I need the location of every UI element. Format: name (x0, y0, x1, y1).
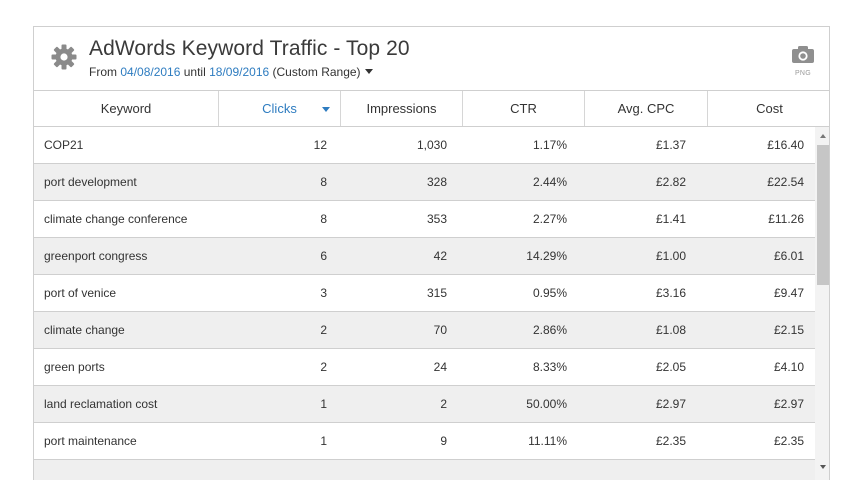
table-row: climate change 2 70 2.86% £1.08 £2.15 (34, 312, 815, 349)
table-row: port of venice 3 315 0.95% £3.16 £9.47 (34, 275, 815, 312)
impressions-cell: 353 (426, 212, 447, 226)
impressions-cell: 9 (440, 434, 447, 448)
keyword-cell: greenport congress (44, 249, 148, 263)
keyword-cell: land reclamation cost (44, 397, 158, 411)
cost-cell: £2.35 (773, 434, 804, 448)
impressions-cell: 328 (426, 175, 447, 189)
cost-cell: £2.97 (773, 397, 804, 411)
export-png-label: PNG (794, 70, 812, 77)
keyword-cell: climate change (44, 323, 125, 337)
clicks-cell: 3 (320, 286, 327, 300)
column-header-keyword[interactable]: Keyword (34, 91, 219, 126)
table-row: COP21 12 1,030 1.17% £1.37 £16.40 (34, 127, 815, 164)
keyword-cell: port development (44, 175, 137, 189)
cost-cell: £11.26 (768, 212, 804, 226)
table-row-partial (34, 460, 815, 480)
scroll-down-icon[interactable] (820, 465, 826, 469)
clicks-cell: 12 (313, 138, 327, 152)
column-header-impressions[interactable]: Impressions (341, 91, 463, 126)
camera-icon (792, 46, 814, 63)
cost-cell: £22.54 (767, 175, 804, 189)
avg-cpc-cell: £2.82 (655, 175, 686, 189)
clicks-cell: 2 (320, 360, 327, 374)
table-row: green ports 2 24 8.33% £2.05 £4.10 (34, 349, 815, 386)
gear-icon[interactable] (51, 44, 77, 70)
chevron-down-icon[interactable] (364, 69, 373, 74)
avg-cpc-cell: £2.35 (655, 434, 686, 448)
avg-cpc-cell: £1.41 (655, 212, 686, 226)
column-header-clicks-label: Clicks (262, 101, 297, 116)
start-date-link[interactable]: 04/08/2016 (120, 65, 181, 79)
ctr-cell: 8.33% (532, 360, 567, 374)
export-png-button[interactable]: PNG (789, 45, 817, 81)
keyword-cell: port maintenance (44, 434, 137, 448)
column-header-cost[interactable]: Cost (756, 101, 783, 116)
impressions-cell: 2 (440, 397, 447, 411)
avg-cpc-cell: £1.00 (655, 249, 686, 263)
ctr-cell: 1.17% (532, 138, 567, 152)
ctr-cell: 2.44% (532, 175, 567, 189)
column-header-avg-cpc[interactable]: Avg. CPC (585, 91, 708, 126)
date-range[interactable]: From 04/08/2016 until 18/09/2016 (Custom… (89, 65, 373, 79)
avg-cpc-cell: £1.08 (655, 323, 686, 337)
table-row: port development 8 328 2.44% £2.82 £22.5… (34, 164, 815, 201)
table-scrollbar[interactable] (815, 127, 829, 480)
keyword-traffic-widget: AdWords Keyword Traffic - Top 20 From 04… (33, 26, 830, 480)
end-date-link[interactable]: 18/09/2016 (209, 65, 270, 79)
table-row: land reclamation cost 1 2 50.00% £2.97 £… (34, 386, 815, 423)
ctr-cell: 11.11% (528, 434, 567, 448)
keyword-cell: green ports (44, 360, 105, 374)
cost-cell: £6.01 (773, 249, 804, 263)
column-header-ctr[interactable]: CTR (463, 91, 585, 126)
clicks-cell: 6 (320, 249, 327, 263)
clicks-cell: 8 (320, 212, 327, 226)
clicks-cell: 1 (320, 434, 327, 448)
ctr-cell: 2.27% (532, 212, 567, 226)
table-row: port maintenance 1 9 11.11% £2.35 £2.35 (34, 423, 815, 460)
widget-header: AdWords Keyword Traffic - Top 20 From 04… (34, 27, 829, 90)
avg-cpc-cell: £3.16 (655, 286, 686, 300)
scroll-up-icon[interactable] (820, 134, 826, 138)
clicks-cell: 1 (320, 397, 327, 411)
impressions-cell: 315 (426, 286, 447, 300)
table-header: Keyword Clicks Impressions CTR Avg. CPC … (34, 90, 829, 127)
scrollbar-thumb[interactable] (817, 145, 829, 285)
impressions-cell: 42 (433, 249, 447, 263)
cost-cell: £4.10 (773, 360, 804, 374)
cost-cell: £9.47 (773, 286, 804, 300)
column-header-clicks[interactable]: Clicks (219, 91, 341, 126)
table-row: greenport congress 6 42 14.29% £1.00 £6.… (34, 238, 815, 275)
widget-title: AdWords Keyword Traffic - Top 20 (89, 37, 410, 60)
avg-cpc-cell: £2.97 (655, 397, 686, 411)
ctr-cell: 2.86% (532, 323, 567, 337)
avg-cpc-cell: £1.37 (655, 138, 686, 152)
table-body[interactable]: COP21 12 1,030 1.17% £1.37 £16.40 port d… (34, 127, 815, 480)
impressions-cell: 1,030 (416, 138, 447, 152)
date-range-label: (Custom Range) (272, 65, 361, 79)
date-range-mid: until (183, 65, 206, 79)
sort-desc-icon (322, 107, 330, 112)
ctr-cell: 0.95% (532, 286, 567, 300)
keyword-cell: climate change conference (44, 212, 188, 226)
keyword-cell: port of venice (44, 286, 117, 300)
clicks-cell: 2 (320, 323, 327, 337)
avg-cpc-cell: £2.05 (655, 360, 686, 374)
impressions-cell: 70 (433, 323, 447, 337)
ctr-cell: 50.00% (526, 397, 567, 411)
ctr-cell: 14.29% (526, 249, 567, 263)
date-range-prefix: From (89, 65, 117, 79)
keyword-cell: COP21 (44, 138, 84, 152)
clicks-cell: 8 (320, 175, 327, 189)
table-row: climate change conference 8 353 2.27% £1… (34, 201, 815, 238)
cost-cell: £2.15 (773, 323, 804, 337)
cost-cell: £16.40 (767, 138, 804, 152)
impressions-cell: 24 (433, 360, 447, 374)
